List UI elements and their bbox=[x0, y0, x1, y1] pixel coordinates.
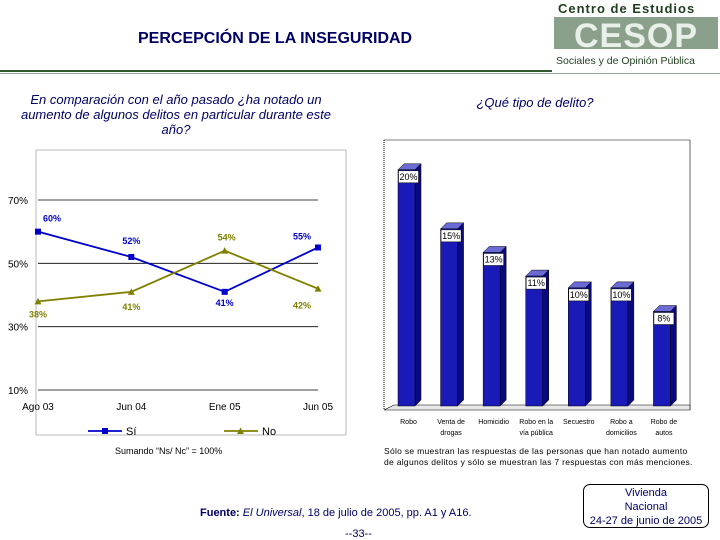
bar-category-label: Robo de bbox=[651, 419, 678, 426]
data-label: 55% bbox=[293, 232, 311, 242]
point-si bbox=[128, 254, 135, 260]
bar-label-box bbox=[653, 312, 675, 325]
survey-info-box: Vivienda Nacional 24-27 de junio de 2005 bbox=[583, 484, 709, 528]
line-chart-note: Sumando “Ns/ Nc” = 100% bbox=[115, 446, 223, 456]
point-no bbox=[314, 285, 322, 292]
bar-category-label: Robo en la bbox=[519, 419, 553, 426]
point-no bbox=[127, 288, 135, 295]
bar-category-label: Robo bbox=[400, 419, 417, 426]
bar-label-box bbox=[440, 229, 462, 243]
source-label: Fuente: bbox=[200, 507, 240, 519]
source-citation: Fuente: El Universal, 18 de julio de 200… bbox=[200, 507, 472, 519]
bar-label-box bbox=[568, 288, 590, 302]
bar-category-label: domicilios bbox=[606, 430, 637, 437]
x-tick-label: Jun 05 bbox=[303, 402, 333, 413]
survey-scope: Nacional bbox=[624, 501, 668, 513]
bar bbox=[397, 169, 416, 407]
source-publication: El Universal bbox=[242, 507, 302, 519]
bar-side-face bbox=[457, 222, 464, 407]
y-tick-label: 70% bbox=[8, 196, 28, 207]
bar-category-label: drogas bbox=[440, 430, 462, 437]
bar-category-label: Homicidio bbox=[478, 419, 509, 426]
bar-chart: 20% 15% 13% 11% 10% 10% 8% Robo Venta de drogas H… bbox=[383, 139, 691, 437]
bar-side-face bbox=[414, 163, 422, 407]
bar-label-box bbox=[525, 276, 547, 290]
bar-label-box bbox=[483, 253, 504, 266]
bar bbox=[482, 252, 501, 407]
bar-value-label: 10% bbox=[612, 290, 630, 300]
point-si bbox=[35, 228, 41, 235]
legend-label-no: No bbox=[262, 426, 276, 438]
bar-label-box bbox=[398, 170, 419, 184]
left-chart-question: En comparación con el año pasado ¿ha not… bbox=[20, 92, 332, 137]
bar-category-label: autos bbox=[655, 430, 673, 437]
cesop-logo: Centro de Estudios CESOP Sociales y de O… bbox=[552, 0, 720, 72]
bar bbox=[525, 275, 543, 407]
survey-type: Vivienda bbox=[625, 487, 667, 499]
point-si bbox=[221, 288, 228, 295]
x-tick-label: Ene 05 bbox=[209, 402, 241, 413]
page-title: PERCEPCIÓN DE LA INSEGURIDAD bbox=[138, 30, 413, 47]
bar-category-label: Robo a bbox=[610, 419, 633, 426]
bar bbox=[440, 228, 458, 407]
y-tick-label: 50% bbox=[8, 259, 28, 270]
point-no bbox=[34, 297, 42, 305]
y-tick-label: 10% bbox=[8, 386, 28, 397]
page-number: --33-- bbox=[345, 528, 372, 540]
data-label: 54% bbox=[218, 233, 236, 243]
bar-category-label: Venta de bbox=[437, 419, 465, 426]
bar bbox=[653, 311, 671, 407]
point-no bbox=[221, 247, 229, 254]
logo-line1: Centro de Estudios bbox=[558, 1, 695, 16]
bar-side-face bbox=[542, 269, 549, 407]
bar-floor bbox=[383, 404, 691, 411]
title-divider-thin bbox=[0, 73, 720, 74]
legend-label-si: Sí bbox=[126, 426, 136, 438]
data-label: 38% bbox=[29, 309, 47, 319]
data-label: 42% bbox=[293, 301, 311, 311]
survey-dates: 24-27 de junio de 2005 bbox=[589, 515, 703, 527]
bar-category-label: Secuestro bbox=[563, 419, 595, 426]
data-label: 60% bbox=[43, 214, 61, 224]
source-details: , 18 de julio de 2005, pp. A1 y A16. bbox=[301, 507, 472, 519]
series-line-no bbox=[37, 249, 319, 303]
right-chart-question: ¿Qué tipo de delito? bbox=[476, 95, 594, 110]
y-tick-label: 30% bbox=[8, 323, 28, 334]
bar-value-label: 13% bbox=[485, 254, 503, 264]
bar-value-label: 8% bbox=[657, 314, 670, 324]
bar-category-label: vía pública bbox=[519, 430, 553, 437]
bar-side-face bbox=[499, 245, 507, 407]
logo-word: CESOP bbox=[574, 17, 698, 55]
bar-label-box bbox=[611, 288, 632, 302]
title-divider bbox=[0, 70, 720, 72]
legend-marker-si bbox=[102, 428, 108, 434]
x-tick-label: Jun 04 bbox=[116, 402, 146, 413]
data-label: 52% bbox=[122, 236, 140, 246]
x-tick-label: Ago 03 bbox=[22, 402, 54, 413]
logo-line2: Sociales y de Opinión Pública bbox=[556, 55, 695, 67]
point-si bbox=[315, 244, 321, 251]
bar-value-label: 20% bbox=[399, 172, 417, 182]
legend-marker-no bbox=[237, 427, 244, 434]
bar-value-label: 11% bbox=[528, 278, 545, 288]
data-label: 41% bbox=[122, 302, 140, 312]
data-label: 41% bbox=[216, 298, 234, 308]
bar-value-label: 10% bbox=[570, 290, 588, 300]
bar-value-label: 15% bbox=[442, 231, 460, 241]
line-chart-frame bbox=[35, 149, 347, 436]
bar bbox=[610, 287, 629, 407]
bar bbox=[568, 287, 586, 407]
line-chart: 70% 50% 30% 10% Ago 03 Jun 04 Ene 05 Jun 05 60%… bbox=[8, 149, 347, 438]
bar-chart-note: Sólo se muestran las respuestas de las p… bbox=[384, 446, 693, 467]
